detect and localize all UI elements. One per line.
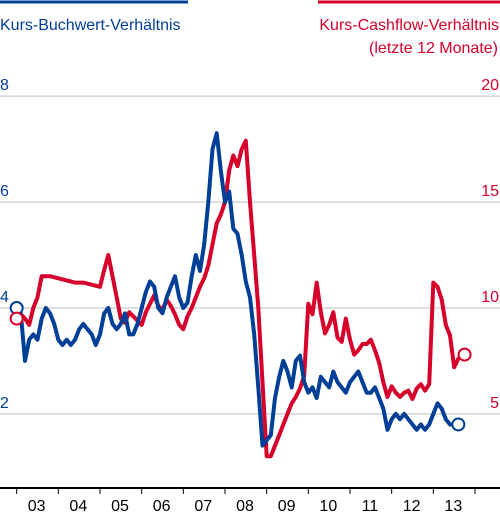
x-tick-label: 13 <box>444 498 462 514</box>
legend: Kurs-Buchwert-Verhältnis Kurs-Cashflow-V… <box>0 0 500 57</box>
series-line-red <box>14 138 465 459</box>
legend-label-right-line1: Kurs-Cashflow-Verhältnis <box>319 17 499 34</box>
x-tick-label: 03 <box>28 498 46 514</box>
gridlines <box>0 95 500 415</box>
legend-label-left: Kurs-Buchwert-Verhältnis <box>0 17 181 34</box>
x-tick-label: 12 <box>403 498 421 514</box>
y-left-tick-label: 2 <box>0 395 9 412</box>
x-tick-label: 06 <box>153 498 171 514</box>
x-tick-label: 04 <box>69 498 87 514</box>
y-left-tick-label: 6 <box>0 183 9 200</box>
y-left-tick-label: 4 <box>0 289 9 306</box>
y-right-tick-label: 10 <box>481 289 499 306</box>
x-tick-label: 11 <box>362 498 379 514</box>
x-tick-label: 10 <box>319 498 337 514</box>
endpoint-marker-red <box>9 311 24 326</box>
x-tick-label: 07 <box>194 498 212 514</box>
y-right-tick-label: 20 <box>481 77 499 94</box>
endpoint-marker-red <box>457 347 472 362</box>
y-right-tick-label: 5 <box>490 395 499 412</box>
x-tick-label: 05 <box>111 498 129 514</box>
legend-label-right-line2: (letzte 12 Monate) <box>369 40 498 57</box>
series-line-blue <box>14 131 459 448</box>
endpoint-marker-blue <box>451 417 466 432</box>
x-tick-label: 08 <box>236 498 254 514</box>
x-tick-label: 09 <box>278 498 296 514</box>
y-left-tick-label: 8 <box>0 77 9 94</box>
endpoint-markers <box>9 300 472 432</box>
tick-labels: 2 4 6 8 5 10 15 20 03 04 05 06 07 08 09 10 11 12 13 <box>0 77 499 514</box>
series-lines <box>14 131 465 459</box>
y-right-tick-label: 15 <box>481 183 499 200</box>
x-axis <box>0 487 500 494</box>
